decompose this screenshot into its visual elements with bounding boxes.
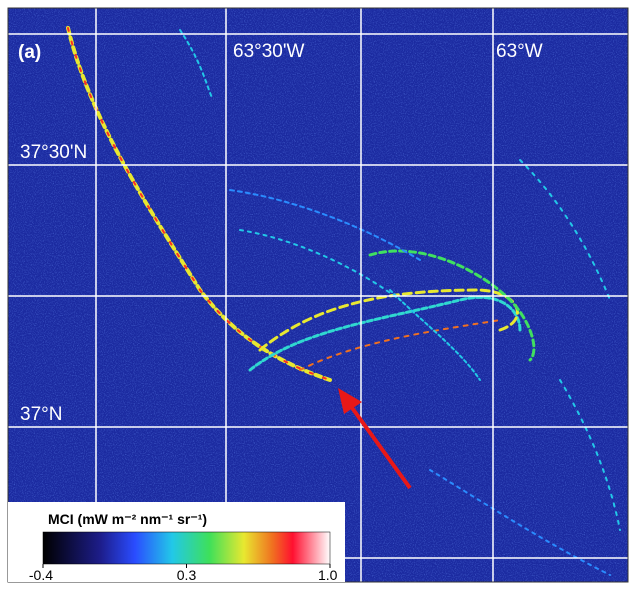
- latitude-label: 37°N: [20, 404, 62, 425]
- colorbar: MCI (mW m⁻² nm⁻¹ sr⁻¹) -0.4 0.3 1.0: [8, 502, 345, 583]
- colorbar-tick-label: 0.3: [177, 567, 197, 583]
- colorbar-tick-label: 1.0: [318, 567, 338, 583]
- colorbar-ramp: [43, 532, 330, 564]
- satellite-image: [8, 8, 628, 582]
- latitude-label: 37°30'N: [20, 142, 87, 163]
- colorbar-tick-label: -0.4: [29, 567, 53, 583]
- longitude-label: 63°30'W: [233, 41, 304, 62]
- panel-label: (a): [18, 42, 41, 63]
- colorbar-title: MCI (mW m⁻² nm⁻¹ sr⁻¹): [48, 511, 207, 527]
- map-figure: (a) 63°30'W 63°W 37°30'N 37°N MCI (mW m⁻…: [0, 0, 636, 590]
- longitude-label: 63°W: [496, 41, 543, 62]
